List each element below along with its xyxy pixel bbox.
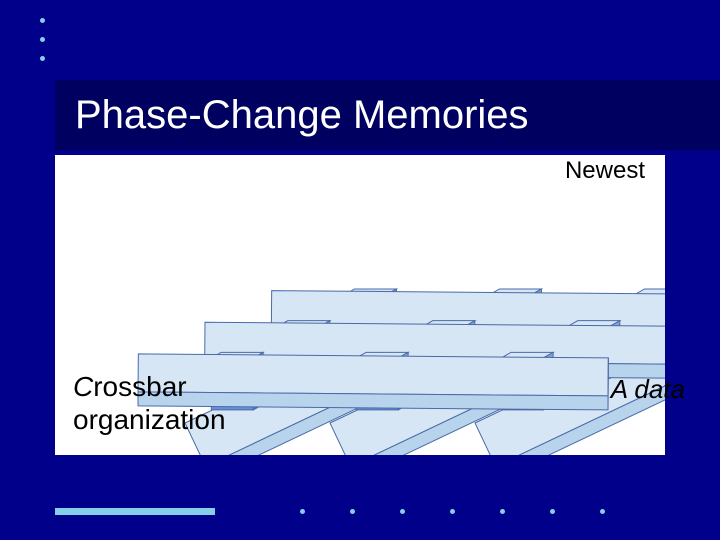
crossbar-rest: rossbar — [93, 371, 186, 402]
organization-text: organization — [73, 404, 226, 435]
a-data-label: A data — [611, 374, 685, 405]
title-bar: Phase-Change Memories — [55, 80, 720, 150]
crossbar-label: Crossbar organization — [73, 370, 226, 437]
crossbar-c: C — [73, 371, 93, 402]
slide-title: Phase-Change Memories — [75, 93, 529, 138]
top-decoration-dots — [40, 18, 45, 75]
bottom-accent-bar — [55, 508, 215, 515]
newest-label: Newest — [565, 157, 645, 185]
content-area: Newest Crossbar organization A data — [55, 155, 665, 455]
bottom-decoration-dots — [300, 509, 605, 514]
